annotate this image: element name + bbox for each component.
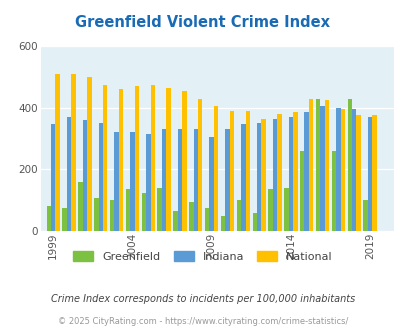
Bar	[304, 113, 308, 231]
Bar	[268, 189, 272, 231]
Bar	[83, 120, 87, 231]
Bar	[320, 106, 324, 231]
Text: Crime Index corresponds to incidents per 100,000 inhabitants: Crime Index corresponds to incidents per…	[51, 294, 354, 304]
Bar	[173, 211, 177, 231]
Bar	[335, 108, 340, 231]
Bar	[55, 74, 60, 231]
Bar	[119, 89, 123, 231]
Bar	[213, 106, 218, 231]
Bar	[205, 208, 209, 231]
Bar	[331, 151, 335, 231]
Bar	[157, 188, 162, 231]
Bar	[362, 200, 367, 231]
Bar	[182, 91, 186, 231]
Bar	[134, 86, 139, 231]
Bar	[67, 117, 71, 231]
Legend: Greenfield, Indiana, National: Greenfield, Indiana, National	[68, 247, 337, 267]
Bar	[367, 117, 371, 231]
Bar	[284, 188, 288, 231]
Bar	[324, 100, 328, 231]
Bar	[150, 85, 155, 231]
Bar	[209, 137, 213, 231]
Bar	[166, 88, 171, 231]
Bar	[347, 99, 351, 231]
Bar	[162, 129, 166, 231]
Bar	[252, 213, 256, 231]
Bar	[141, 192, 146, 231]
Bar	[78, 182, 83, 231]
Bar	[299, 151, 304, 231]
Bar	[98, 123, 103, 231]
Bar	[189, 202, 193, 231]
Bar	[114, 132, 119, 231]
Bar	[94, 198, 98, 231]
Bar	[236, 200, 241, 231]
Bar	[241, 124, 245, 231]
Bar	[87, 77, 92, 231]
Bar	[356, 115, 360, 231]
Bar	[261, 118, 265, 231]
Bar	[315, 99, 320, 231]
Bar	[177, 129, 182, 231]
Bar	[277, 114, 281, 231]
Bar	[110, 200, 114, 231]
Bar	[272, 118, 277, 231]
Bar	[308, 99, 313, 231]
Bar	[47, 206, 51, 231]
Bar	[71, 74, 76, 231]
Bar	[245, 111, 249, 231]
Bar	[146, 134, 150, 231]
Bar	[62, 208, 67, 231]
Bar	[51, 124, 55, 231]
Text: Greenfield Violent Crime Index: Greenfield Violent Crime Index	[75, 15, 330, 30]
Bar	[340, 109, 344, 231]
Bar	[193, 129, 198, 231]
Bar	[198, 99, 202, 231]
Bar	[103, 85, 107, 231]
Bar	[225, 129, 229, 231]
Bar	[130, 132, 134, 231]
Bar	[292, 113, 297, 231]
Bar	[220, 215, 225, 231]
Bar	[126, 189, 130, 231]
Bar	[351, 109, 356, 231]
Bar	[288, 117, 292, 231]
Bar	[256, 123, 261, 231]
Bar	[371, 115, 376, 231]
Text: © 2025 CityRating.com - https://www.cityrating.com/crime-statistics/: © 2025 CityRating.com - https://www.city…	[58, 317, 347, 326]
Bar	[229, 111, 234, 231]
